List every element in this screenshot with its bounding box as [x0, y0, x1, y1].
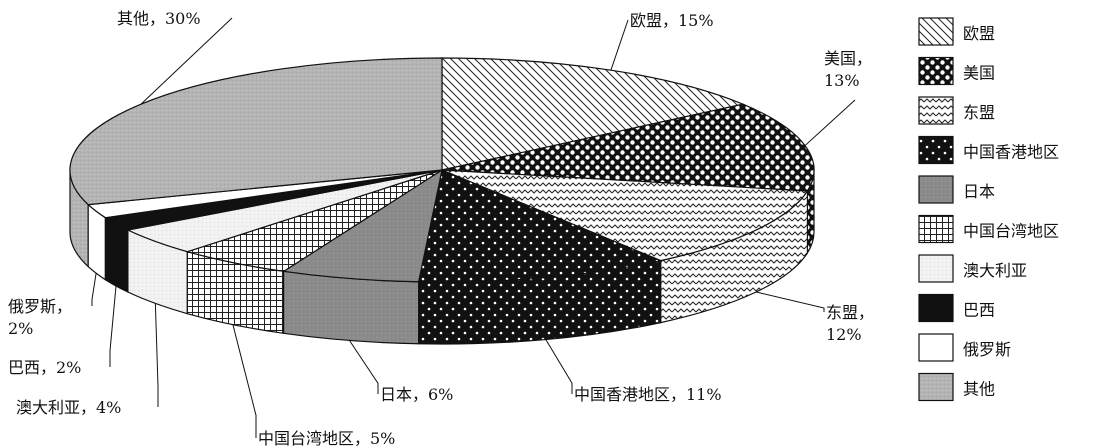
- slice-2-top: [441, 169, 809, 262]
- legend-swatch-8: [918, 333, 954, 362]
- slice-3-leader-line: [545, 339, 573, 394]
- slice-8-label: 2%: [8, 319, 33, 338]
- legend-label-0: 欧盟: [963, 24, 995, 43]
- legend-swatch-6: [918, 254, 954, 283]
- slice-0-label: 欧盟，15%: [630, 11, 714, 30]
- legend-swatch-7: [918, 293, 954, 323]
- legend-label-7: 巴西: [963, 301, 995, 320]
- slice-1-label: 13%: [824, 71, 860, 90]
- slice-4-top: [281, 168, 443, 283]
- slice-1-top: [441, 103, 815, 192]
- slice-2-label: 12%: [826, 325, 862, 344]
- slice-9-label: 其他，30%: [117, 9, 201, 28]
- legend-swatch-4: [918, 175, 954, 204]
- slice-3-label: 中国香港地区，11%: [574, 385, 722, 404]
- legend-swatch-1: [918, 56, 954, 86]
- slice-1-leader-line: [804, 99, 856, 146]
- slice-6-label: 澳大利亚，4%: [16, 398, 121, 417]
- slice-2-leader-line: [755, 291, 825, 312]
- legend-swatch-5: [918, 214, 954, 244]
- slice-8-label: 俄罗斯，: [8, 297, 72, 316]
- slice-9-top: [69, 57, 443, 206]
- legend-label-6: 澳大利亚: [963, 261, 1027, 280]
- slice-8-leader-line: [91, 273, 97, 306]
- slice-7-leader-line: [109, 285, 117, 367]
- legend-label-1: 美国: [963, 64, 995, 83]
- slice-9-leader-line: [140, 17, 233, 105]
- legend-swatch-3: [918, 135, 954, 165]
- slice-4-label: 日本，6%: [380, 385, 453, 404]
- slice-2-label: 东盟，: [826, 303, 874, 322]
- slice-0-leader-line: [610, 19, 629, 71]
- pie-layer: [69, 57, 815, 345]
- legend-label-4: 日本: [963, 182, 995, 201]
- legend-swatch-2: [918, 96, 954, 125]
- slice-6-leader-line: [154, 303, 159, 407]
- slice-5-label: 中国台湾地区，5%: [258, 429, 395, 447]
- legend-label-8: 俄罗斯: [963, 340, 1011, 359]
- legend-label-3: 中国香港地区: [963, 143, 1059, 162]
- legend-label-5: 中国台湾地区: [963, 222, 1059, 241]
- slice-0-top: [441, 57, 745, 171]
- slice-7-label: 巴西，2%: [8, 358, 81, 377]
- slice-4-leader-line: [349, 340, 379, 394]
- legend-label-9: 其他: [963, 380, 995, 399]
- legend-swatch-9: [918, 372, 954, 402]
- legend-swatch-0: [918, 17, 954, 46]
- label-layer: 欧盟，15% 美国， 13% 东盟， 12% 中国香港地区，11% 日本，6% 中国台湾地区，…: [8, 9, 874, 447]
- slice-4-side: [283, 270, 420, 345]
- legend-label-2: 东盟: [963, 103, 995, 122]
- slice-5-leader-line: [232, 324, 257, 438]
- slice-3-top: [417, 169, 663, 283]
- slice-1-label: 美国，: [824, 49, 872, 68]
